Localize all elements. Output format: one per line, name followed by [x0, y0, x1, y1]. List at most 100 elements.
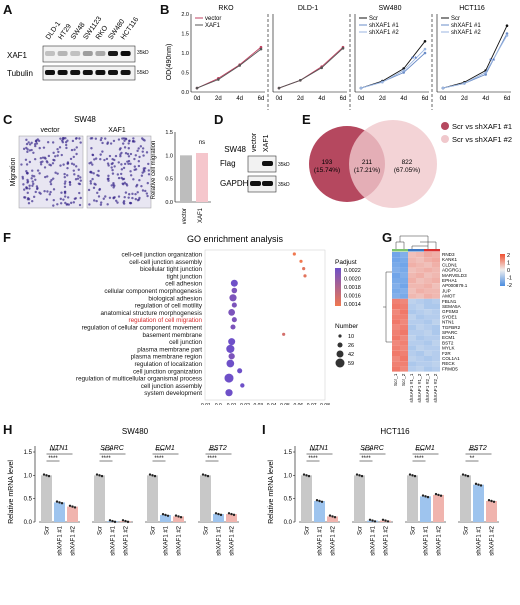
cell-dot [63, 172, 66, 176]
data-point [195, 86, 199, 90]
cell-dot [120, 176, 123, 180]
dot [228, 309, 236, 316]
cell-dot [72, 155, 75, 159]
replicate-dot [421, 494, 425, 497]
heatmap-cell [416, 309, 424, 315]
cell-dot [108, 196, 112, 199]
heatmap-cell [400, 267, 408, 273]
x-tick-label: shXAF1 #1 [318, 525, 324, 555]
cell-dot [28, 143, 32, 146]
heatmap-cell [424, 366, 432, 372]
heatmap-cell [392, 335, 400, 341]
significance-mark: **** [309, 449, 319, 455]
group-bar [408, 249, 416, 252]
significance-mark: **** [155, 449, 165, 455]
heatmap-cell [416, 288, 424, 294]
heatmap-cell [416, 272, 424, 278]
dot [229, 294, 237, 302]
heatmap-cell [408, 340, 416, 346]
cell-dot [127, 162, 130, 165]
cell-dot [30, 177, 33, 180]
kd-label: 55kD [137, 70, 149, 76]
bar [196, 153, 208, 202]
cell-dot [111, 172, 115, 175]
heatmap-cell [416, 278, 424, 284]
cell-dot [112, 197, 115, 200]
cell-dot [99, 153, 102, 156]
cell-dot [132, 137, 135, 140]
blot-label: GAPDH [220, 179, 249, 188]
cell-dot [22, 147, 26, 151]
heatmap-cell [408, 314, 416, 320]
cell-dot [68, 183, 72, 186]
x-tick-label: 4d [482, 96, 489, 102]
x-tick-label: shXAF1 #2 [384, 525, 390, 555]
cell-dot [51, 141, 55, 144]
cell-dot [75, 165, 78, 168]
cell-dot [57, 150, 60, 154]
heatmap-cell [392, 319, 400, 325]
significance-mark: **** [48, 456, 58, 462]
cell-dot [28, 160, 32, 164]
go-term-label: cell-cell junction organization [121, 252, 202, 259]
bar [420, 496, 431, 522]
blot-band [120, 70, 131, 75]
cell-dot [131, 192, 134, 196]
replicate-dot [232, 513, 236, 517]
cell-dot [137, 164, 141, 168]
panel-c-migration: SW48 vector XAF1 Migration Relative cell mig… [10, 115, 211, 224]
data-point [259, 47, 263, 51]
lane-label: XAF1 [263, 134, 270, 152]
cell-dot [117, 161, 120, 164]
cell-dot [139, 145, 143, 148]
plot-frame [204, 249, 326, 401]
y-axis-label: OD(490nm) [166, 44, 173, 81]
replicate-dot [108, 519, 112, 522]
x-tick-label: shXAF1 #2 [124, 525, 130, 555]
significance-mark: ns [199, 140, 205, 146]
cell-dot [138, 155, 141, 159]
panel-d-flag-blot: SW48 vector XAF1 Flag 35kD GAPDH 35kD [220, 132, 290, 193]
cell-dot [34, 178, 37, 182]
heatmap-cell [408, 304, 416, 310]
panel-g-heatmap: RND3KANK1CLDN1ADGRG1MARVELD3EPHA1AP00087… [383, 235, 512, 403]
cell-dot [78, 182, 82, 186]
y-axis-label: Relative cell migration [151, 141, 157, 200]
legend-label: Scr [369, 16, 378, 22]
data-point [402, 69, 405, 72]
cell-dot [113, 165, 116, 168]
x-tick-label: 0.03 [253, 403, 263, 405]
cell-dot [88, 203, 91, 206]
heatmap-cell [432, 309, 440, 315]
cell-dot [51, 162, 55, 165]
heatmap-cell [400, 335, 408, 341]
replicate-dot [124, 519, 127, 523]
venn-count: 211 [362, 159, 373, 166]
cell-dot [92, 199, 96, 202]
gene-label: KANK1 [442, 257, 458, 262]
cell-dot [123, 196, 126, 199]
heatmap-cell [432, 298, 440, 304]
cell-dot [49, 164, 53, 167]
go-term-label: basement membrane [142, 332, 202, 339]
data-point [299, 79, 302, 82]
heatmap-cell [416, 345, 424, 351]
heatmap-cell [400, 257, 408, 263]
cell-dot [39, 163, 43, 166]
x-tick-label: 0.04 [267, 403, 277, 405]
blot-band [57, 70, 68, 75]
data-point [505, 34, 509, 37]
x-tick-label: shXAF1 #1 [477, 525, 483, 555]
gene-title: NTN1 [50, 445, 68, 452]
data-point [441, 86, 445, 90]
data-point [320, 66, 323, 70]
replicate-dot [302, 473, 306, 476]
cell-dot [31, 169, 34, 172]
panel-title: SW48 [74, 115, 96, 124]
series-line [442, 35, 508, 89]
cell-dot [72, 169, 75, 172]
bar [160, 515, 171, 522]
heatmap-cell [424, 278, 432, 284]
gene-label: AP000879.1 [442, 283, 468, 288]
cell-dot [33, 175, 36, 178]
